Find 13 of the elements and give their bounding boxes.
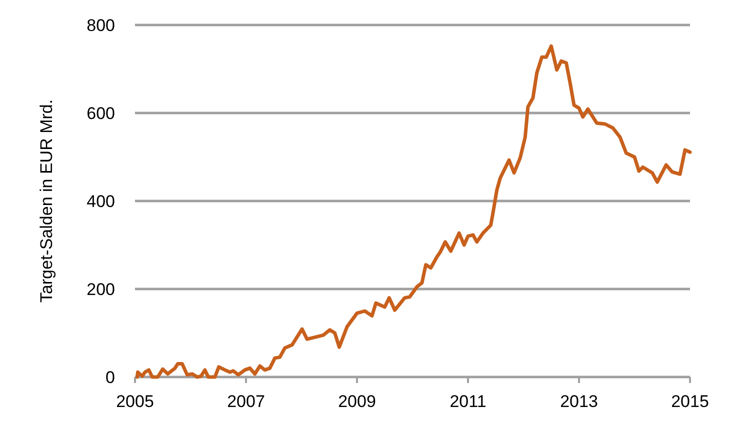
line-series bbox=[135, 44, 692, 379]
x-tick-label: 2015 bbox=[671, 392, 709, 411]
x-tick-label: 2011 bbox=[450, 392, 486, 411]
y-tick-label: 600 bbox=[86, 104, 115, 123]
y-axis-title: Target-Salden in EUR Mrd. bbox=[37, 99, 56, 303]
x-tick-label: 2013 bbox=[560, 392, 598, 411]
y-tick-label: 800 bbox=[86, 16, 115, 35]
y-tick-label: 0 bbox=[106, 368, 115, 387]
x-tick-label: 2007 bbox=[227, 392, 265, 411]
x-tick-label: 2009 bbox=[338, 392, 376, 411]
y-tick-label: 400 bbox=[86, 192, 115, 211]
y-tick-label: 200 bbox=[86, 280, 115, 299]
x-tick-label: 2005 bbox=[116, 392, 154, 411]
